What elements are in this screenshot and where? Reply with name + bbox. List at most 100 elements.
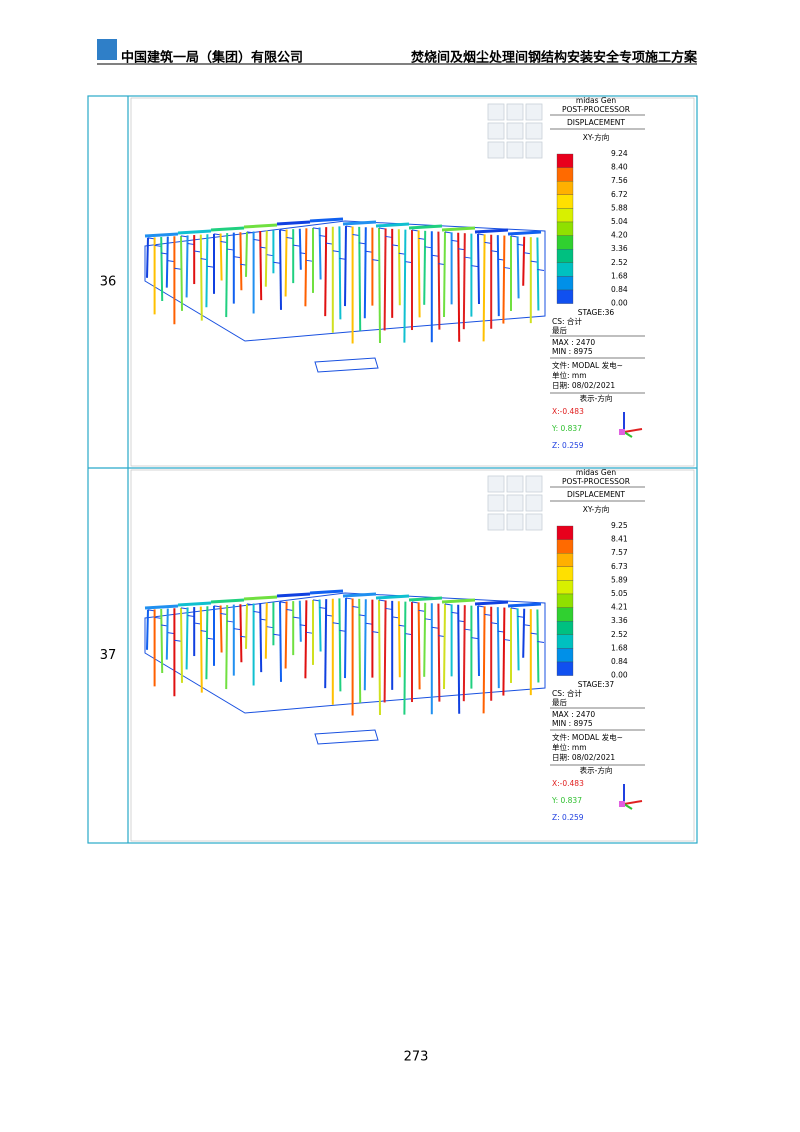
structure-member (253, 238, 261, 241)
view-cube-cell (506, 475, 524, 493)
structure-member (246, 231, 254, 234)
structure-member (312, 599, 320, 602)
legend-file: 文件: MODAL 发电~ (552, 732, 623, 742)
legend-scale-label: 5.89 (611, 575, 628, 584)
structure-member (167, 632, 175, 635)
legend-color-band (556, 181, 574, 195)
structure-member (144, 604, 179, 610)
legend-scale-label: 0.00 (611, 671, 628, 680)
structure-member (239, 604, 243, 663)
legend-module: POST-PROCESSOR (562, 105, 630, 114)
structure-member (536, 237, 540, 311)
structure-member (408, 596, 443, 602)
legend-color-band (556, 194, 574, 209)
structure-member (266, 626, 274, 629)
structure-member (385, 607, 393, 610)
legend-color-band (556, 289, 574, 304)
header-right: 焚烧间及烟尘处理间钢结构安装安全专项施工方案 (410, 50, 698, 66)
legend-scale-label: 5.05 (611, 589, 628, 598)
structure-member (264, 230, 268, 287)
structure-member (431, 254, 439, 257)
structure-member (245, 231, 248, 277)
view-cube-cell (525, 141, 543, 159)
structure-member (342, 220, 377, 226)
structure-member (378, 227, 386, 230)
structure-member (144, 232, 179, 238)
view-cube-cell (487, 513, 505, 531)
structure-member (524, 624, 531, 627)
structure-member (154, 616, 162, 619)
legend-color-band (556, 648, 574, 663)
structure-member (457, 232, 461, 342)
structure-member (345, 225, 353, 228)
legend-scale-label: 2.52 (611, 630, 628, 639)
axis-triad (619, 412, 643, 438)
structure-member (154, 244, 162, 247)
legend-min: MIN : 8975 (552, 347, 593, 356)
structure-member (147, 237, 155, 240)
structure-member (259, 603, 263, 673)
legend-scale-label: 3.36 (611, 616, 628, 625)
legend-max: MAX : 2470 (552, 338, 595, 347)
structure-member (482, 606, 486, 714)
structure-base (314, 357, 379, 373)
structure-base (314, 729, 379, 745)
axis-origin (619, 801, 625, 807)
structure-member (502, 235, 506, 324)
axis-x (623, 428, 643, 433)
structure-member (160, 609, 164, 674)
structure-member (425, 246, 432, 249)
legend-component: XY-方向 (583, 132, 610, 142)
view-cube-cell (487, 141, 505, 159)
structure-member (507, 230, 542, 236)
axis-x (623, 800, 643, 805)
view-cube-cell (487, 475, 505, 493)
structure-member (279, 229, 282, 310)
table-border (87, 95, 698, 844)
structure-member (227, 620, 234, 623)
view-cube-cell (506, 513, 524, 531)
structure-member (411, 229, 419, 232)
legend-scale-label: 6.72 (611, 190, 628, 199)
logo (97, 39, 117, 60)
legend-unit: 单位: mm (552, 370, 587, 380)
structure-member (423, 230, 427, 305)
structure-member (344, 598, 347, 679)
legend-scale-label: 3.36 (611, 244, 628, 253)
legend-color-band (556, 235, 574, 250)
structure-member (378, 228, 381, 344)
legend-color-band (556, 566, 574, 581)
structure-member (444, 231, 452, 234)
structure-member (324, 227, 328, 317)
structure-member (375, 222, 410, 228)
structure-member (246, 603, 254, 606)
structure-member (273, 633, 281, 636)
legend-scale-label: 9.24 (611, 149, 628, 158)
structure-member (403, 229, 407, 343)
structure-member (437, 603, 441, 702)
legend-color-band (556, 580, 574, 595)
legend-scale-label: 9.25 (611, 521, 628, 530)
legend-color-band (556, 593, 574, 608)
structure-member (496, 235, 500, 317)
structure-member (375, 594, 410, 600)
structure-member (365, 622, 373, 625)
structure-member (372, 631, 380, 634)
structure-member (205, 606, 209, 680)
structure-member (477, 605, 485, 608)
structure-member (165, 608, 169, 660)
page-number: 273 (404, 1050, 429, 1065)
legend-color-band (556, 607, 574, 622)
structure-member (522, 608, 526, 658)
structure-member (146, 237, 149, 278)
row-label: 36 (100, 275, 117, 290)
structure-member (516, 236, 520, 299)
structure-member (378, 600, 381, 716)
legend-scale-label: 1.68 (611, 643, 628, 652)
structure-member (338, 226, 342, 320)
structure-member (187, 614, 195, 617)
structure-member (187, 242, 195, 245)
structure-member (397, 229, 401, 306)
structure-member (344, 226, 347, 307)
